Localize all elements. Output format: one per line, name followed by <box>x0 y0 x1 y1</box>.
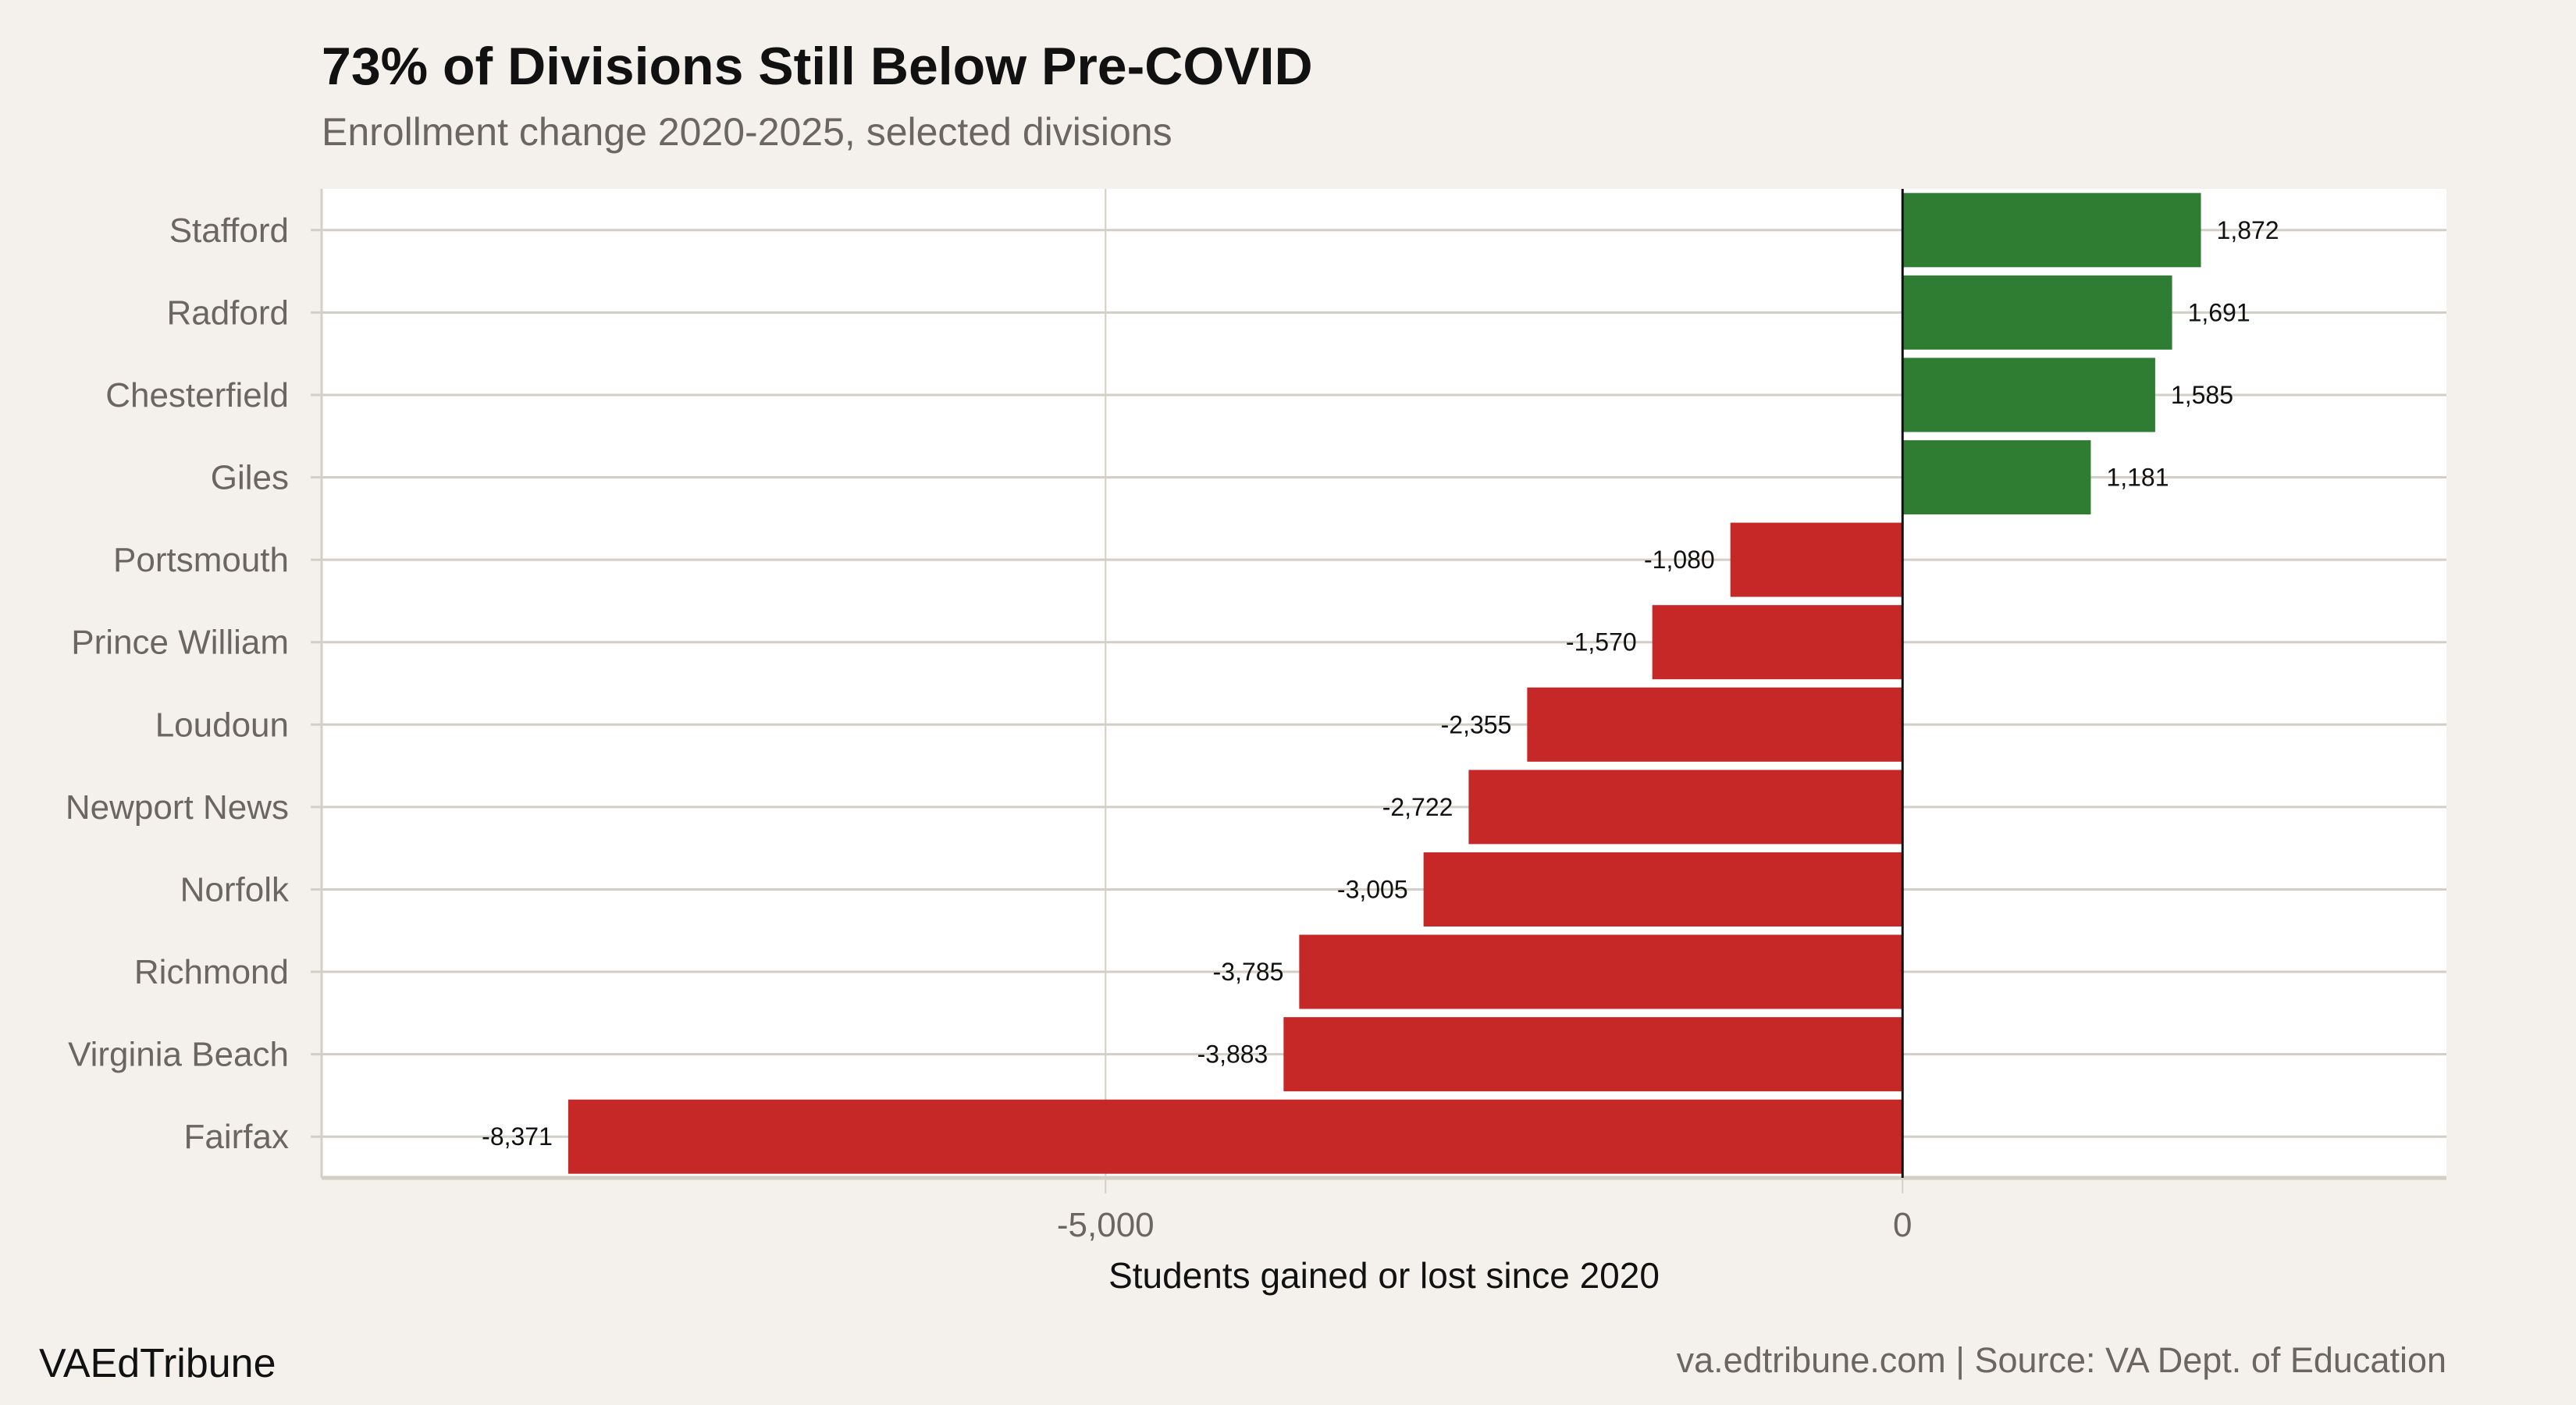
y-tick-label: Portsmouth <box>113 541 289 579</box>
bar-loudoun <box>1527 687 1903 762</box>
bar-portsmouth <box>1730 522 1903 597</box>
y-tick-label: Norfolk <box>180 870 290 909</box>
bar-newport-news <box>1468 770 1903 845</box>
bar-giles <box>1902 440 2091 515</box>
data-label: -1,080 <box>1644 546 1715 574</box>
y-tick-label: Richmond <box>134 953 289 991</box>
x-tick-label: -5,000 <box>1057 1206 1155 1244</box>
bar-fairfax <box>568 1099 1903 1174</box>
data-label: -8,371 <box>482 1122 553 1151</box>
x-axis-ticks: -5,000 0 <box>1057 1206 1912 1244</box>
data-label: -1,570 <box>1566 628 1637 656</box>
y-tick-label: Giles <box>211 459 289 497</box>
data-label: -3,883 <box>1197 1040 1268 1069</box>
bar-norfolk <box>1423 852 1903 927</box>
bar-prince-william <box>1652 605 1903 680</box>
bar-radford <box>1902 275 2172 350</box>
data-label: 1,691 <box>2188 298 2250 326</box>
data-label: 1,872 <box>2217 216 2279 244</box>
y-tick-label: Chesterfield <box>105 376 289 414</box>
data-label: -3,785 <box>1213 958 1284 986</box>
data-label: 1,585 <box>2171 381 2233 409</box>
y-tick-label: Virginia Beach <box>68 1036 289 1074</box>
y-tick-label: Newport News <box>66 788 289 827</box>
y-tick-label: Fairfax <box>184 1118 289 1156</box>
bar-virginia-beach <box>1283 1017 1903 1092</box>
data-label: -3,005 <box>1337 875 1408 903</box>
x-axis-title: Students gained or lost since 2020 <box>1108 1255 1660 1296</box>
chart-subtitle: Enrollment change 2020-2025, selected di… <box>322 110 1172 154</box>
bars <box>568 189 2201 1178</box>
plot-panel <box>322 189 2446 1178</box>
y-tick-label: Loudoun <box>155 706 289 744</box>
x-tick-label: 0 <box>1893 1206 1912 1244</box>
y-tick-label: Prince William <box>71 624 289 662</box>
data-label: -2,722 <box>1382 793 1453 821</box>
y-axis-labels: Stafford Radford Chesterfield Giles Portsmou… <box>66 212 290 1156</box>
data-label: -2,355 <box>1441 710 1512 738</box>
bar-labels: 1,872 1,691 1,585 1,181 -1,080 -1,570 -2,355 -2… <box>482 216 2279 1151</box>
bar-richmond <box>1299 934 1903 1009</box>
bar-chesterfield <box>1902 357 2155 432</box>
y-tick-label: Radford <box>166 293 289 332</box>
bar-stafford <box>1902 193 2201 268</box>
data-label: 1,181 <box>2106 464 2169 492</box>
footer-source: va.edtribune.com | Source: VA Dept. of E… <box>1677 1340 2446 1380</box>
y-tick-label: Stafford <box>169 212 289 250</box>
chart-title: 73% of Divisions Still Below Pre-COVID <box>322 37 1313 96</box>
footer-brand: VAEdTribune <box>39 1341 276 1386</box>
